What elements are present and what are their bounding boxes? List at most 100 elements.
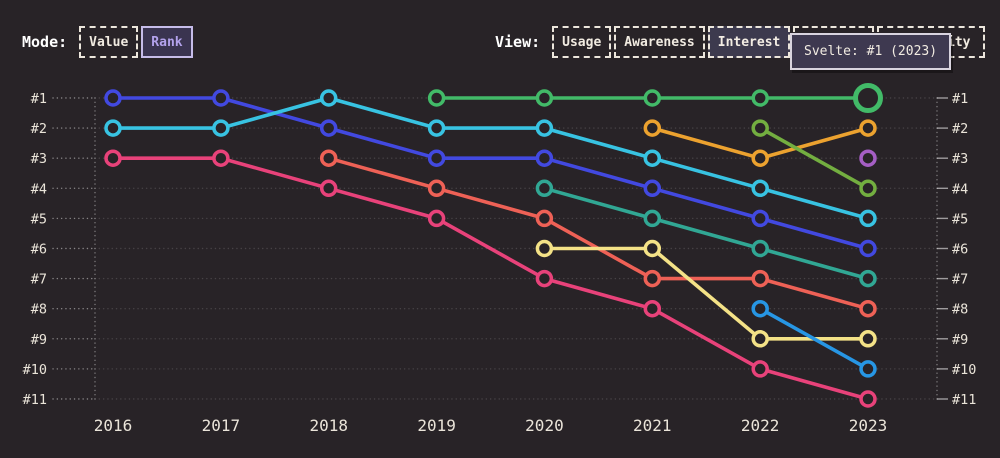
y-axis-label-right-#9: #9 — [952, 332, 968, 348]
data-point-series-indigo-2020[interactable] — [535, 149, 554, 167]
data-point-series-cyan-2017[interactable] — [212, 119, 230, 137]
y-axis-label-right-#2: #2 — [952, 121, 968, 137]
data-point-series-pink-2019[interactable] — [427, 209, 446, 228]
y-axis-label-left-#6: #6 — [31, 242, 47, 258]
series-line-series-lime — [758, 126, 870, 191]
data-point-series-red-2023[interactable] — [859, 299, 877, 318]
data-point-series-red-2021[interactable] — [643, 269, 662, 288]
data-point-series-indigo-2021[interactable] — [643, 179, 662, 198]
data-point-Svelte-2023[interactable] — [853, 83, 883, 113]
mode-toggle: Mode: Value Rank — [22, 26, 196, 58]
data-point-series-pink-2018[interactable] — [319, 179, 338, 198]
data-point-series-cyan-2023[interactable] — [859, 209, 877, 228]
y-axis-label-left-#8: #8 — [31, 302, 47, 318]
y-axis-label-right-#6: #6 — [952, 242, 968, 258]
view-option-interest[interactable]: Interest — [707, 26, 791, 58]
x-axis-label-2017: 2017 — [202, 416, 241, 435]
y-axis-label-left-#11: #11 — [23, 392, 47, 408]
series-line-series-indigo — [111, 96, 870, 251]
data-point-series-teal-2022[interactable] — [751, 239, 769, 258]
y-axis-label-left-#10: #10 — [23, 362, 47, 378]
data-point-series-pink-2016[interactable] — [104, 149, 122, 167]
data-point-series-teal-2020[interactable] — [535, 179, 554, 198]
data-point-series-pink-2017[interactable] — [212, 149, 230, 167]
data-point-series-orange-2021[interactable] — [643, 119, 662, 137]
view-option-usage[interactable]: Usage — [552, 26, 612, 58]
data-point-series-indigo-2016[interactable] — [104, 89, 122, 107]
data-point-series-lime-2022[interactable] — [751, 119, 769, 137]
y-axis-label-right-#1: #1 — [952, 91, 968, 107]
x-axis-label-2019: 2019 — [417, 416, 456, 435]
series-line-series-teal — [542, 186, 870, 281]
view-label: View: — [495, 33, 541, 51]
y-axis-label-left-#9: #9 — [31, 332, 47, 348]
view-option-awareness[interactable]: Awareness — [614, 26, 705, 58]
data-point-series-pink-2020[interactable] — [535, 269, 554, 288]
data-point-series-cyan-2022[interactable] — [751, 179, 769, 198]
series-line-series-sky — [758, 306, 870, 371]
x-axis-label-2018: 2018 — [309, 416, 348, 435]
data-point-series-red-2019[interactable] — [427, 179, 446, 198]
series-line-series-cyan — [111, 96, 870, 221]
y-axis-label-right-#8: #8 — [952, 302, 968, 318]
y-axis-label-right-#10: #10 — [952, 362, 976, 378]
chart-tooltip: Svelte: #1 (2023) — [790, 33, 952, 70]
x-axis-label-2020: 2020 — [525, 416, 564, 435]
data-point-series-yellow-2023[interactable] — [859, 330, 877, 348]
data-point-series-yellow-2022[interactable] — [751, 330, 769, 348]
data-point-series-cyan-2020[interactable] — [535, 119, 554, 137]
data-point-series-red-2020[interactable] — [535, 209, 554, 228]
y-axis-label-left-#2: #2 — [31, 121, 47, 137]
data-point-series-indigo-2018[interactable] — [319, 119, 338, 137]
data-point-series-indigo-2019[interactable] — [427, 149, 446, 167]
data-point-series-sky-2023[interactable] — [859, 360, 877, 378]
data-point-series-teal-2021[interactable] — [643, 209, 662, 228]
y-axis-label-right-#4: #4 — [952, 181, 968, 197]
data-point-series-purple-2023[interactable] — [859, 149, 877, 167]
data-point-Svelte-2021[interactable] — [643, 89, 662, 107]
series-line-series-pink — [111, 156, 870, 401]
y-axis-label-left-#5: #5 — [31, 211, 47, 227]
data-point-series-cyan-2016[interactable] — [104, 119, 122, 137]
data-point-series-pink-2021[interactable] — [643, 299, 662, 318]
data-point-series-teal-2023[interactable] — [859, 269, 877, 288]
tooltip-text: Svelte: #1 (2023) — [804, 44, 938, 59]
y-axis-label-right-#5: #5 — [952, 211, 968, 227]
y-axis-label-right-#11: #11 — [952, 392, 976, 408]
x-axis-label-2022: 2022 — [741, 416, 780, 435]
x-axis-label-2021: 2021 — [633, 416, 672, 435]
data-point-Svelte-2019[interactable] — [427, 89, 446, 107]
y-axis-label-left-#3: #3 — [31, 151, 47, 167]
data-point-series-indigo-2023[interactable] — [859, 239, 877, 258]
data-point-series-cyan-2019[interactable] — [427, 119, 446, 137]
data-point-series-lime-2023[interactable] — [859, 179, 877, 198]
y-axis-label-left-#1: #1 — [31, 91, 47, 107]
data-point-series-orange-2023[interactable] — [859, 119, 877, 137]
data-point-Svelte-2022[interactable] — [751, 89, 769, 107]
series-line-series-red — [326, 156, 870, 311]
data-point-series-pink-2023[interactable] — [859, 390, 877, 408]
data-point-Svelte-2020[interactable] — [535, 89, 554, 107]
data-point-series-sky-2022[interactable] — [751, 299, 769, 318]
x-axis-label-2023: 2023 — [849, 416, 888, 435]
data-point-series-cyan-2021[interactable] — [643, 149, 662, 167]
y-axis-label-left-#4: #4 — [31, 181, 47, 197]
data-point-series-cyan-2018[interactable] — [319, 89, 338, 107]
y-axis-label-right-#3: #3 — [952, 151, 968, 167]
x-axis-label-2016: 2016 — [94, 416, 133, 435]
data-point-series-orange-2022[interactable] — [751, 149, 769, 167]
y-axis-label-left-#7: #7 — [31, 272, 47, 288]
mode-option-value[interactable]: Value — [79, 26, 139, 58]
data-point-series-red-2022[interactable] — [751, 269, 769, 288]
data-point-series-pink-2022[interactable] — [751, 360, 769, 378]
data-point-series-yellow-2021[interactable] — [643, 239, 662, 258]
data-point-series-indigo-2017[interactable] — [212, 89, 230, 107]
data-point-series-red-2018[interactable] — [319, 149, 338, 167]
mode-option-rank[interactable]: Rank — [141, 26, 193, 58]
data-point-series-yellow-2020[interactable] — [535, 239, 554, 258]
mode-label: Mode: — [22, 33, 68, 51]
y-axis-label-right-#7: #7 — [952, 272, 968, 288]
data-point-series-indigo-2022[interactable] — [751, 209, 769, 228]
